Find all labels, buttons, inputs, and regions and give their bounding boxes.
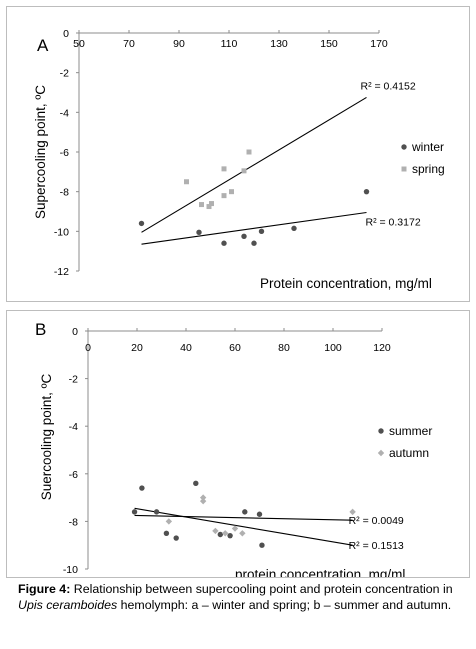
data-point-autumn [349, 508, 356, 516]
data-point-winter [221, 240, 227, 246]
panel-label: B [35, 320, 46, 339]
trendline-winter [141, 211, 367, 245]
trendline-autumn [134, 514, 353, 521]
trendline-summer [134, 507, 353, 546]
data-point-spring [246, 149, 252, 155]
x-tick-label: 50 [73, 38, 85, 50]
caption-species: Upis ceramboides [18, 597, 118, 612]
data-point-autumn [239, 530, 246, 537]
caption-text-after: hemolymph: a – winter and spring; b – su… [117, 597, 452, 612]
data-point-summer [217, 531, 223, 538]
x-tick-label: 120 [373, 342, 391, 354]
data-point-winter [258, 228, 265, 235]
legend-label-spring: spring [412, 162, 445, 176]
y-tick-label: -2 [60, 68, 69, 80]
data-point-summer [193, 480, 199, 487]
data-point-summer [242, 509, 248, 515]
x-axis-label: Protein concentration, mg/ml [260, 276, 432, 291]
caption-label: Figure 4: [18, 582, 71, 596]
x-tick-label: 90 [173, 38, 185, 50]
x-tick-label: 130 [270, 38, 288, 50]
y-tick-label: -6 [69, 469, 78, 481]
data-point-winter [196, 229, 202, 236]
trendline-r2-label: R² = 0.1513 [349, 540, 404, 552]
data-point-autumn [199, 494, 207, 501]
data-point-winter [363, 188, 370, 195]
chart-panel-b: B 0 20 40 60 80 100 120 0 -2 -4 -6 -8 -10 protein conc… [6, 310, 470, 578]
x-tick-label: 150 [320, 38, 338, 50]
data-point-winter [251, 240, 257, 246]
data-point-spring [229, 189, 234, 195]
x-tick-label: 60 [229, 342, 241, 354]
data-point-summer [259, 542, 265, 548]
y-tick-label: 0 [72, 326, 78, 338]
data-point-summer [227, 532, 233, 539]
data-point-summer [163, 530, 170, 536]
legend-label-winter: winter [411, 140, 444, 154]
data-point-spring [221, 166, 227, 172]
y-axis-label: Suercooling point, ºC [39, 374, 54, 501]
chart-panel-a: A 50 70 90 110 130 150 170 0 -2 -4 -6 -8 -10 -12 Protei… [6, 6, 470, 302]
trendline-spring [141, 96, 367, 233]
legend-marker-winter [401, 144, 407, 150]
data-point-summer [256, 511, 263, 517]
data-point-spring [209, 201, 214, 207]
y-tick-label: -8 [69, 516, 78, 528]
data-point-autumn [165, 518, 173, 525]
y-tick-label: -12 [54, 266, 69, 278]
data-point-autumn [231, 525, 239, 532]
trendline-r2-label: R² = 0.0049 [349, 515, 404, 527]
panel-label: A [37, 36, 49, 55]
y-tick-label: -4 [69, 421, 78, 433]
x-tick-label: 70 [123, 38, 135, 50]
x-tick-label: 0 [85, 342, 91, 354]
x-tick-label: 80 [278, 342, 290, 354]
data-point-autumn [212, 527, 219, 535]
legend-label-autumn: autumn [389, 446, 429, 460]
data-point-spring [221, 193, 227, 199]
data-point-summer [131, 509, 138, 515]
y-tick-label: -6 [60, 147, 69, 159]
chart-b-svg: B 0 20 40 60 80 100 120 0 -2 -4 -6 -8 -10 protein conc… [35, 320, 432, 577]
legend-marker-autumn [377, 449, 385, 457]
chart-a-svg: A 50 70 90 110 130 150 170 0 -2 -4 -6 -8 -10 -12 Protei… [33, 28, 445, 291]
data-point-summer [173, 535, 179, 541]
y-tick-label: -10 [63, 564, 78, 576]
x-tick-label: 170 [370, 38, 388, 50]
legend-marker-summer [378, 428, 384, 434]
data-point-spring [206, 204, 212, 210]
y-axis-label: Supercooling point, ºC [33, 85, 48, 219]
x-tick-label: 110 [221, 38, 238, 50]
y-tick-label: -4 [60, 107, 69, 119]
legend-label-summer: summer [389, 424, 432, 438]
data-point-autumn [199, 497, 207, 505]
x-tick-label: 100 [324, 342, 342, 354]
data-point-spring [241, 168, 247, 174]
trendline-r2-label: R² = 0.4152 [361, 80, 416, 92]
y-tick-label: -10 [54, 226, 69, 238]
data-point-winter [241, 233, 247, 239]
x-tick-label: 40 [180, 342, 192, 354]
data-point-summer [153, 509, 160, 515]
x-tick-label: 20 [131, 342, 143, 354]
x-axis-label: protein concentration, mg/ml [235, 567, 405, 577]
data-point-spring [199, 202, 204, 208]
caption-text-before: Relationship between supercooling point … [70, 582, 453, 596]
data-point-summer [139, 485, 145, 491]
data-point-winter [138, 220, 145, 227]
legend-marker-spring [401, 166, 407, 172]
y-tick-label: -2 [69, 374, 78, 386]
figure-caption: Figure 4: Relationship between supercool… [18, 582, 463, 613]
data-point-spring [184, 179, 189, 185]
y-tick-label: -8 [60, 187, 69, 199]
data-point-winter [291, 225, 297, 232]
trendline-r2-label: R² = 0.3172 [366, 216, 421, 228]
y-tick-label: 0 [63, 28, 69, 40]
